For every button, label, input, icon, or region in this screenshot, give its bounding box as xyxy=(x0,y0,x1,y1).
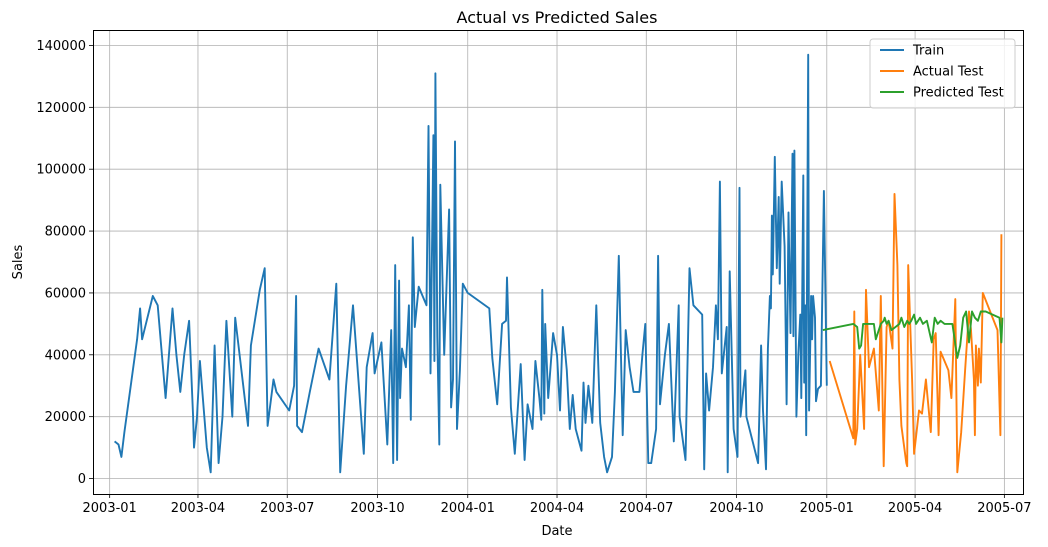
x-axis: 2003-01 2003-04 2003-07 2003-10 2004-01 2004-… xyxy=(83,494,1032,516)
series-line-1 xyxy=(828,192,1003,474)
chart-title: Actual vs Predicted Sales xyxy=(457,8,658,27)
x-tick-label: 2003-10 xyxy=(350,501,404,516)
x-tick-label: 2003-01 xyxy=(83,501,137,516)
y-axis: 0 20000 40000 60000 80000 100000 120000 140000 xyxy=(36,39,93,487)
y-tick-label: 120000 xyxy=(36,101,86,116)
y-tick-label: 60000 xyxy=(45,286,86,301)
x-tick-label: 2004-07 xyxy=(619,501,673,516)
legend-label: Predicted Test xyxy=(913,86,1004,101)
series-line-2 xyxy=(822,310,1004,359)
grid xyxy=(93,30,1023,494)
x-axis-label: Date xyxy=(541,524,572,539)
x-tick-label: 2004-04 xyxy=(530,501,584,516)
x-tick-label: 2003-07 xyxy=(260,501,314,516)
x-tick-label: 2004-10 xyxy=(709,501,763,516)
y-tick-label: 80000 xyxy=(45,225,86,240)
y-tick-label: 40000 xyxy=(45,348,86,363)
x-tick-label: 2005-04 xyxy=(888,501,942,516)
x-tick-label: 2005-07 xyxy=(977,501,1031,516)
legend: Train Actual Test Predicted Test xyxy=(869,38,1016,109)
legend-box xyxy=(869,38,1016,109)
y-tick-label: 20000 xyxy=(45,410,86,425)
y-tick-label: 140000 xyxy=(36,39,86,54)
x-tick-label: 2005-01 xyxy=(800,501,854,516)
plot-frame xyxy=(93,30,1024,495)
y-axis-label: Sales xyxy=(11,244,26,279)
series-line-0 xyxy=(114,53,828,474)
y-tick-label: 100000 xyxy=(36,163,86,178)
x-tick-label: 2004-01 xyxy=(441,501,495,516)
legend-label: Actual Test xyxy=(913,65,983,80)
series-layer xyxy=(114,53,1004,474)
x-tick-label: 2003-04 xyxy=(171,501,225,516)
y-tick-label: 0 xyxy=(78,472,86,487)
legend-label: Train xyxy=(912,44,944,59)
